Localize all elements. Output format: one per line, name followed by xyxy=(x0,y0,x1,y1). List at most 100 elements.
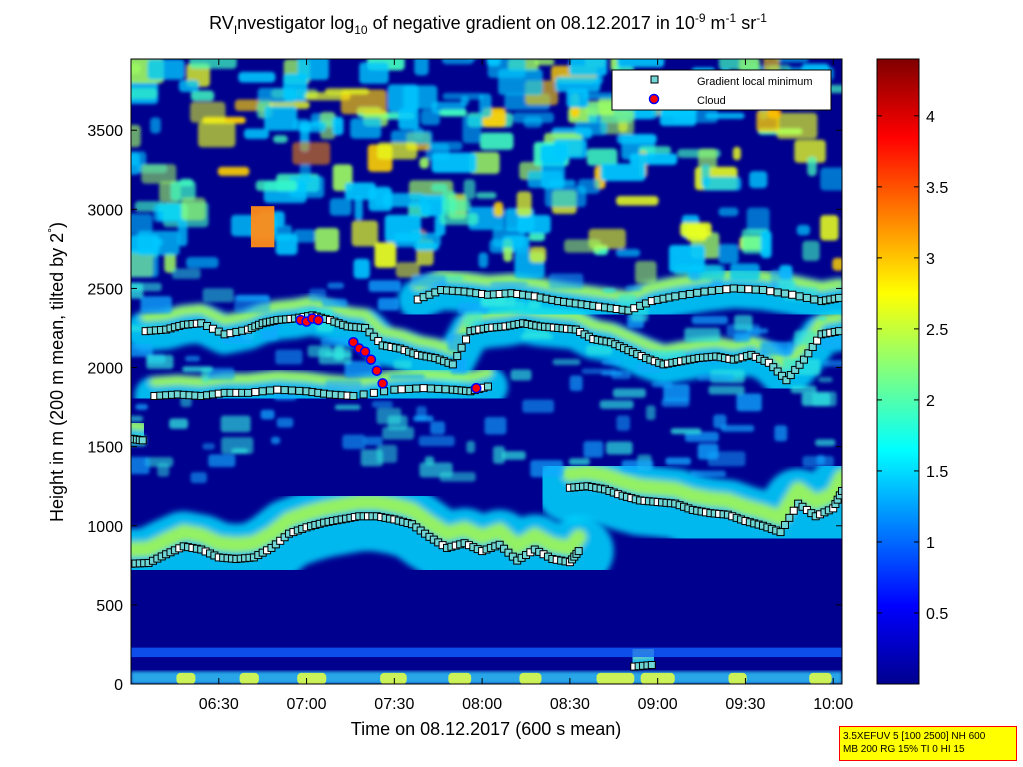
heat-patch xyxy=(574,121,608,136)
heat-patch xyxy=(776,59,809,63)
heat-patch xyxy=(528,232,546,242)
heat-patch xyxy=(707,451,746,467)
heat-ground-patch xyxy=(596,672,635,684)
heat-patch xyxy=(170,180,196,201)
heat-patch xyxy=(701,164,710,188)
gradient-minimum-marker xyxy=(722,285,731,294)
x-tick-label: 08:00 xyxy=(462,696,502,713)
heat-ground-patch xyxy=(809,672,832,684)
heat-patch xyxy=(720,424,755,432)
heat-patch xyxy=(554,77,601,92)
y-tick-label: 1000 xyxy=(87,519,123,536)
heat-patch xyxy=(220,415,251,433)
heat-patch xyxy=(419,157,429,169)
heat-patch xyxy=(733,333,751,343)
heat-patch xyxy=(689,272,701,282)
heat-patch xyxy=(478,252,489,268)
heat-patch xyxy=(184,355,201,362)
heat-patch xyxy=(393,360,412,370)
gradient-minimum-marker xyxy=(773,367,782,376)
gradient-minimum-marker xyxy=(795,292,804,301)
gradient-minimum-marker xyxy=(799,355,808,364)
heat-patch xyxy=(147,59,185,80)
heat-patch xyxy=(371,400,393,408)
heat-patch xyxy=(646,405,656,420)
heat-patch xyxy=(629,153,678,165)
x-tick-label: 09:30 xyxy=(725,696,765,713)
heat-patch xyxy=(673,108,719,124)
heat-patch xyxy=(718,207,739,217)
heat-patch xyxy=(321,298,348,308)
heat-patch xyxy=(528,300,541,309)
heat-patch xyxy=(383,193,425,208)
heat-patch xyxy=(327,282,345,289)
heat-patch xyxy=(324,88,370,95)
heat-patch xyxy=(418,435,455,447)
heat-ground-patch xyxy=(728,672,747,684)
heat-patch xyxy=(164,252,176,273)
heat-patch xyxy=(690,470,727,478)
gradient-minimum-marker xyxy=(369,388,378,397)
heat-patch xyxy=(552,358,581,366)
y-tick-label: 2000 xyxy=(87,361,123,378)
heat-patch xyxy=(463,179,476,200)
y-tick-label: 1500 xyxy=(87,440,123,457)
heat-ground-patch xyxy=(239,672,259,684)
heat-patch xyxy=(340,89,387,115)
gradient-minimum-marker xyxy=(715,286,724,295)
heat-patch xyxy=(820,167,842,191)
heat-patch xyxy=(621,460,654,472)
heat-patch xyxy=(820,215,839,241)
settings-box: 3.5XEFUV 5 [100 2500] NH 600 MB 200 RG 1… xyxy=(839,726,1017,761)
heat-patch xyxy=(790,385,817,394)
gradient-minimum-marker xyxy=(453,352,462,361)
y-tick-label: 500 xyxy=(96,598,123,615)
heat-patch xyxy=(395,262,420,278)
gradient-minimum-marker xyxy=(671,292,680,301)
gradient-minimum-marker xyxy=(737,284,746,293)
heat-patch xyxy=(600,163,646,181)
gradient-minimum-marker xyxy=(810,295,819,304)
heat-patch xyxy=(292,142,331,165)
gradient-minimum-marker xyxy=(258,387,267,396)
heat-patch xyxy=(663,383,690,402)
heat-patch xyxy=(314,227,340,252)
heatmap-plot-area xyxy=(131,59,842,684)
gradient-minimum-marker xyxy=(780,289,789,298)
heat-patch xyxy=(670,428,702,435)
heat-patch xyxy=(190,101,226,123)
heat-patch xyxy=(807,156,817,177)
heat-patch xyxy=(534,59,555,66)
heat-patch xyxy=(257,87,297,103)
colorbar-tick-label: 3.5 xyxy=(926,180,948,197)
heat-patch xyxy=(387,415,408,431)
colorbar-tick-label: 1 xyxy=(926,535,935,552)
heat-patch xyxy=(238,71,276,83)
gradient-minimum-marker xyxy=(782,376,791,385)
heat-patch xyxy=(190,90,215,102)
heat-patch xyxy=(430,421,446,435)
heat-patch xyxy=(276,417,294,428)
heat-patch xyxy=(439,472,476,482)
heat-ground-patch xyxy=(519,672,542,684)
gradient-minimum-marker xyxy=(744,285,753,294)
cloud-marker xyxy=(359,346,371,357)
heat-patch xyxy=(243,128,270,139)
gradient-minimum-marker xyxy=(448,360,457,369)
plot-frame xyxy=(130,58,843,685)
heat-band-inner xyxy=(131,419,148,432)
heat-patch xyxy=(776,112,818,139)
heat-patch xyxy=(169,418,189,429)
heat-ground-strip xyxy=(131,647,842,658)
gradient-minimum-marker xyxy=(813,336,822,345)
y-axis: 0 500 1000 1500 2000 2500 3000 3500 xyxy=(87,123,842,694)
heat-patch xyxy=(529,246,547,263)
heat-patch xyxy=(329,198,352,216)
gradient-minimum-marker xyxy=(244,388,253,397)
heat-patch xyxy=(794,139,826,163)
cloud-marker xyxy=(377,378,388,389)
heat-patch xyxy=(605,441,633,455)
gradient-minimum-marker xyxy=(778,371,787,380)
x-tick-label: 06:30 xyxy=(199,696,239,713)
cloud-marker xyxy=(371,365,383,376)
